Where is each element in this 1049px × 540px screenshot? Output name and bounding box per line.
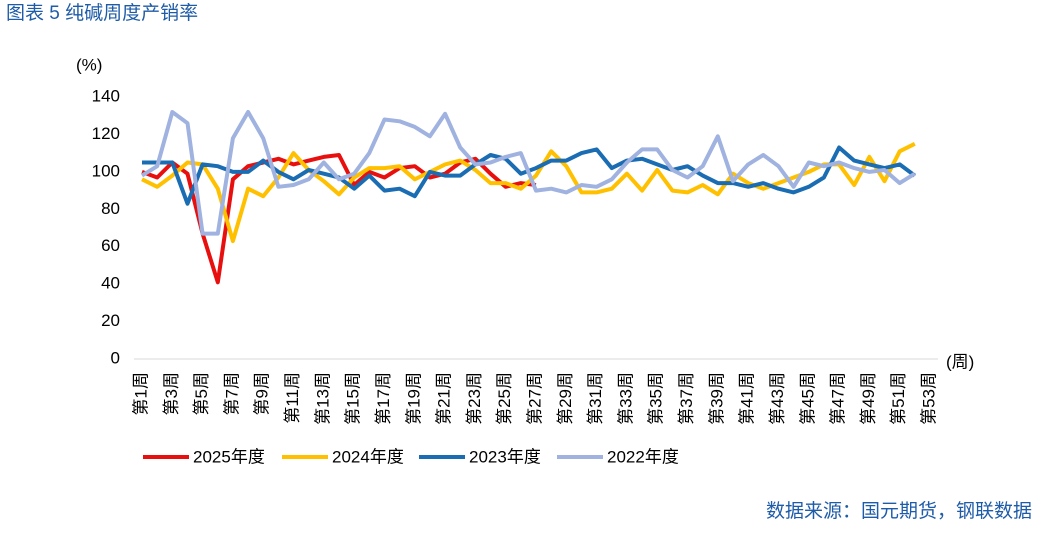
y-tick-label: 120 [92, 124, 120, 143]
x-tick-label: 第33周 [616, 372, 635, 425]
y-tick-label: 100 [92, 161, 120, 180]
x-tick-label: 第21周 [435, 372, 454, 425]
x-tick-label: 第45周 [798, 372, 817, 425]
x-tick-label: 第7周 [222, 372, 241, 415]
legend-label: 2022年度 [607, 447, 679, 466]
series-line [141, 142, 916, 244]
source: 数据来源：国元期货，钢联数据 [766, 500, 1032, 522]
x-tick-label: 第39周 [707, 372, 726, 425]
x-tick-label: 第5周 [192, 372, 211, 415]
x-tick-label: 第51周 [889, 372, 908, 425]
x-axis-label: (周) [946, 352, 974, 371]
y-axis-label: (%) [76, 55, 102, 74]
x-tick-label: 第3周 [162, 372, 181, 415]
x-tick-label: 第37周 [677, 372, 696, 425]
x-tick-label: 第9周 [253, 372, 272, 415]
x-tick-label: 第15周 [344, 372, 363, 425]
x-tick-label: 第19周 [404, 372, 423, 425]
y-tick-label: 60 [101, 236, 120, 255]
y-tick-label: 40 [101, 274, 120, 293]
x-tick-label: 第23周 [465, 372, 484, 425]
legend-label: 2023年度 [469, 447, 541, 466]
x-tick-label: 第47周 [829, 372, 848, 425]
y-tick-label: 20 [101, 311, 120, 330]
x-tick-label: 第53周 [919, 372, 938, 425]
x-tick-label: 第13周 [313, 372, 332, 425]
x-tick-label: 第41周 [738, 372, 757, 425]
x-tick-label: 第35周 [647, 372, 666, 425]
x-tick-label: 第43周 [768, 372, 787, 425]
legend-label: 2024年度 [332, 447, 404, 466]
series-line [140, 110, 916, 236]
x-tick-label: 第27周 [525, 372, 544, 425]
y-tick-label: 140 [92, 86, 120, 105]
chart-title: 图表 5 纯碱周度产销率 [6, 2, 198, 24]
legend-label: 2025年度 [193, 447, 265, 466]
x-tick-label: 第11周 [283, 372, 302, 424]
x-tick-label: 第31周 [586, 372, 605, 425]
y-tick-label: 0 [111, 348, 120, 367]
y-tick-label: 80 [101, 199, 120, 218]
x-tick-label: 第29周 [556, 372, 575, 425]
x-tick-label: 第49周 [859, 372, 878, 425]
x-tick-label: 第25周 [495, 372, 514, 425]
x-tick-label: 第1周 [131, 372, 150, 415]
x-tick-label: 第17周 [374, 372, 393, 425]
